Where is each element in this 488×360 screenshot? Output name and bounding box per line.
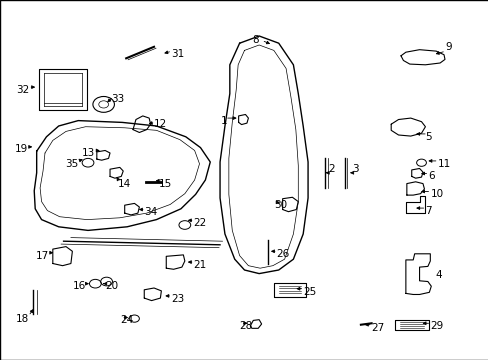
Text: 31: 31 xyxy=(171,49,184,59)
Text: 30: 30 xyxy=(273,200,286,210)
Text: 27: 27 xyxy=(371,323,384,333)
Text: 11: 11 xyxy=(437,159,450,169)
Text: 9: 9 xyxy=(444,42,451,52)
Text: 2: 2 xyxy=(327,164,334,174)
Text: 3: 3 xyxy=(351,164,358,174)
Text: 33: 33 xyxy=(111,94,124,104)
Text: 15: 15 xyxy=(159,179,172,189)
Text: 13: 13 xyxy=(82,148,95,158)
Text: 22: 22 xyxy=(193,218,206,228)
Text: 29: 29 xyxy=(429,321,443,331)
Text: 23: 23 xyxy=(171,294,184,304)
Text: 21: 21 xyxy=(193,260,206,270)
Text: 1: 1 xyxy=(220,116,227,126)
Text: 12: 12 xyxy=(154,119,167,129)
Text: 19: 19 xyxy=(15,144,28,154)
Text: 17: 17 xyxy=(36,251,49,261)
Text: 35: 35 xyxy=(65,159,78,169)
Text: 16: 16 xyxy=(72,281,85,291)
Text: 34: 34 xyxy=(144,207,157,217)
Text: 10: 10 xyxy=(429,189,443,199)
Text: 24: 24 xyxy=(120,315,133,325)
Text: 28: 28 xyxy=(239,321,252,331)
Text: 4: 4 xyxy=(434,270,441,280)
Text: 25: 25 xyxy=(303,287,316,297)
Text: 7: 7 xyxy=(425,206,431,216)
Text: 6: 6 xyxy=(427,171,434,181)
Text: 32: 32 xyxy=(16,85,29,95)
Text: 26: 26 xyxy=(276,249,289,259)
Text: 14: 14 xyxy=(117,179,130,189)
Text: 8: 8 xyxy=(252,35,259,45)
Text: 5: 5 xyxy=(425,132,431,142)
Text: 18: 18 xyxy=(16,314,29,324)
Text: 20: 20 xyxy=(105,281,118,291)
